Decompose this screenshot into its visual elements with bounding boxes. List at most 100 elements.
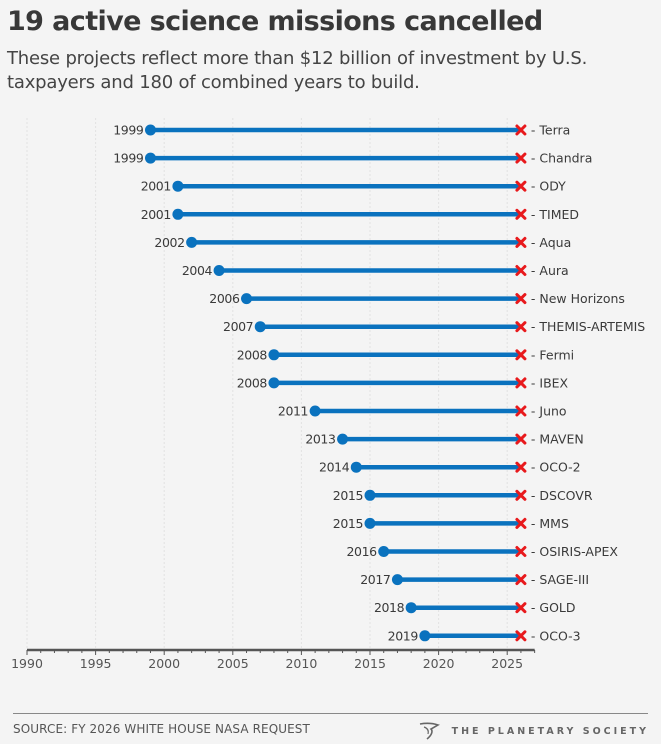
cancelled-x-icon (515, 265, 527, 276)
mission-row: 2008 - Fermi (237, 347, 574, 362)
start-year-dot (241, 293, 253, 305)
x-tick-label: 2010 (285, 656, 317, 671)
mission-row: 2007 - THEMIS-ARTEMIS (223, 319, 645, 334)
brand-name: THE PLANETARY SOCIETY (451, 725, 649, 737)
dumbbell-chart: 1990 1995 2000 2005 2010 2015 2020 2025 1999 - T… (11, 118, 645, 671)
mission-row: 2011 - Juno (278, 404, 567, 419)
cancelled-x-icon (515, 405, 527, 417)
mission-name-label: - Chandra (531, 151, 592, 166)
mission-row: 2017 - SAGE-III (360, 572, 589, 587)
mission-name-label: - GOLD (531, 600, 576, 615)
footer-divider (13, 713, 648, 714)
cancelled-x-icon (515, 236, 527, 248)
start-year-label: 2019 (388, 628, 419, 643)
mission-name-label: - OSIRIS-APEX (531, 544, 618, 559)
start-year-label: 2008 (237, 375, 268, 390)
x-tick-label: 2015 (354, 656, 386, 671)
mission-row: 1999 - Chandra (113, 151, 592, 166)
cancelled-x-icon (515, 546, 527, 557)
start-year-dot (144, 152, 156, 164)
cancelled-x-icon (515, 124, 527, 136)
mission-name-label: - Terra (531, 123, 570, 138)
start-year-label: 2016 (347, 544, 378, 559)
cancelled-x-icon (515, 433, 527, 445)
x-tick-label: 2005 (217, 656, 249, 671)
mission-row: 2006 - New Horizons (209, 291, 625, 306)
start-year-dot (337, 433, 349, 445)
start-year-dot (364, 517, 376, 529)
mission-name-label: - Juno (531, 404, 567, 419)
mission-name-label: - OCO-3 (531, 628, 581, 643)
start-year-dot (419, 630, 431, 642)
cancelled-x-icon (515, 574, 527, 586)
mission-row: 2018 - GOLD (374, 600, 576, 615)
cancelled-x-icon (515, 630, 527, 642)
mission-row: 2002 - Aqua (154, 235, 571, 250)
start-year-dot (309, 405, 321, 417)
mission-name-label: - ODY (531, 179, 566, 194)
start-year-dot (254, 321, 266, 333)
start-year-label: 2011 (278, 404, 308, 419)
x-tick-label: 1990 (11, 656, 43, 671)
start-year-label: 2015 (333, 488, 363, 503)
start-year-dot (405, 602, 417, 614)
start-year-label: 2001 (141, 207, 171, 222)
mission-row: 2008 - IBEX (237, 375, 569, 390)
source-note: SOURCE: FY 2026 WHITE HOUSE NASA REQUEST (13, 722, 310, 736)
start-year-dot (172, 208, 184, 220)
start-year-label: 2002 (154, 235, 184, 250)
planetary-society-logo-icon (419, 722, 440, 740)
x-tick-label: 2020 (423, 656, 455, 671)
start-year-label: 2018 (374, 600, 405, 615)
start-year-label: 1999 (113, 151, 144, 166)
mission-name-label: - Aqua (531, 235, 571, 250)
brand: THE PLANETARY SOCIETY (418, 721, 649, 741)
start-year-dot (172, 180, 184, 192)
cancelled-x-icon (515, 208, 527, 220)
mission-row: 2015 - MMS (333, 516, 569, 531)
cancelled-x-icon (515, 377, 527, 389)
cancelled-x-icon (515, 321, 527, 333)
start-year-dot (350, 461, 362, 473)
mission-row: 2001 - TIMED (141, 207, 579, 222)
start-year-label: 1999 (113, 123, 144, 138)
cancelled-x-icon (515, 349, 527, 361)
start-year-label: 2015 (333, 516, 363, 531)
start-year-dot (144, 124, 156, 136)
mission-name-label: - TIMED (531, 207, 579, 222)
start-year-label: 2007 (223, 319, 253, 334)
mission-row: 2019 - OCO-3 (388, 628, 581, 643)
mission-name-label: - OCO-2 (531, 460, 581, 475)
mission-row: 2016 - OSIRIS-APEX (347, 544, 619, 559)
start-year-label: 2008 (237, 347, 268, 362)
chart-title: 19 active science missions cancelled (7, 6, 543, 37)
x-tick-label: 2025 (491, 656, 523, 671)
start-year-dot (378, 546, 390, 557)
mission-name-label: - SAGE-III (531, 572, 589, 587)
mission-name-label: - Aura (531, 263, 569, 278)
start-year-dot (186, 236, 198, 248)
cancelled-x-icon (515, 517, 527, 529)
cancelled-x-icon (515, 602, 527, 614)
start-year-dot (364, 489, 376, 501)
start-year-dot (391, 574, 403, 586)
cancelled-x-icon (515, 489, 527, 501)
mission-name-label: - MAVEN (531, 432, 584, 447)
mission-row: 2015 - DSCOVR (333, 488, 593, 503)
mission-name-label: - New Horizons (531, 291, 625, 306)
mission-name-label: - MMS (531, 516, 569, 531)
mission-row: 2013 - MAVEN (305, 432, 583, 447)
mission-row: 2014 - OCO-2 (319, 460, 581, 475)
start-year-dot (268, 377, 280, 389)
cancelled-x-icon (515, 293, 527, 305)
mission-name-label: - DSCOVR (531, 488, 593, 503)
start-year-dot (268, 349, 280, 361)
cancelled-x-icon (515, 461, 527, 473)
x-tick-label: 2000 (148, 656, 180, 671)
mission-row: 2004 - Aura (182, 263, 569, 278)
start-year-label: 2014 (319, 460, 350, 475)
mission-rows: 1999 - Terra 1999 - Chandra 2001 - ODY 2001 - T… (113, 123, 645, 644)
mission-row: 2001 - ODY (141, 179, 566, 194)
start-year-label: 2006 (209, 291, 240, 306)
mission-name-label: - THEMIS-ARTEMIS (531, 319, 645, 334)
